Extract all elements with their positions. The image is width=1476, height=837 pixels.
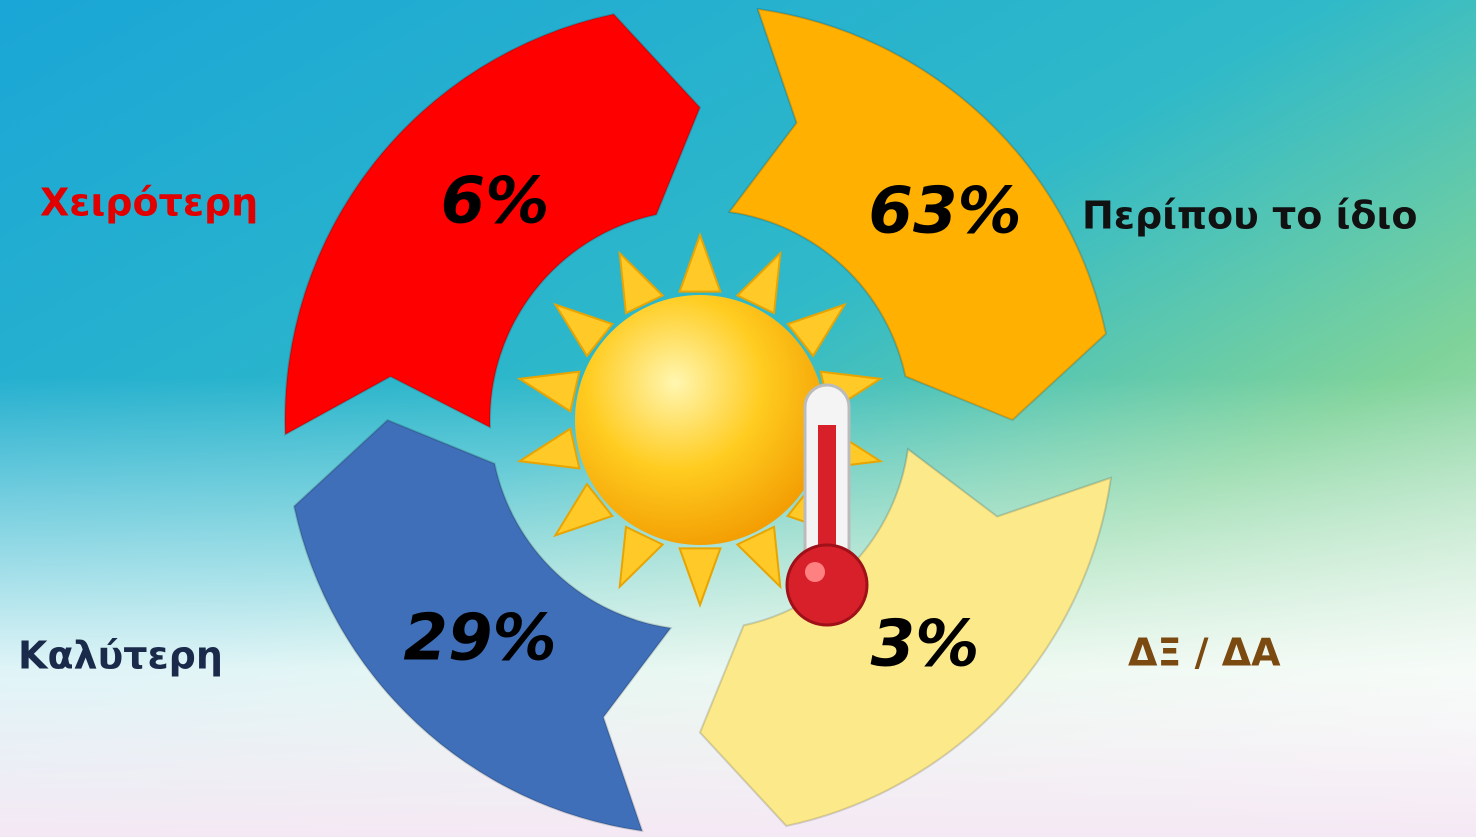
segment-value: 63% xyxy=(868,175,1021,249)
segment-label: ΔΞ / ΔΑ xyxy=(1128,631,1281,675)
segment-arrow xyxy=(698,447,1113,828)
segment-label: Χειρότερη xyxy=(40,181,258,225)
sun-ray xyxy=(553,302,614,358)
segment-label: Περίπου το ίδιο xyxy=(1082,194,1417,238)
sun-ray xyxy=(618,525,665,590)
thermometer xyxy=(785,383,869,627)
sun xyxy=(575,295,825,545)
segment-arrow xyxy=(727,7,1108,422)
sun-ray xyxy=(516,427,581,470)
sun-ray xyxy=(735,525,782,590)
sun-ray xyxy=(553,482,614,538)
segment-value: 3% xyxy=(871,608,980,682)
segment-arrow xyxy=(292,418,673,833)
sun-ray xyxy=(678,547,722,608)
segment-value: 6% xyxy=(441,165,550,239)
sun-ray xyxy=(735,250,782,315)
segment-arrow xyxy=(284,12,702,437)
sun-ray xyxy=(678,232,722,293)
segment-value: 29% xyxy=(403,602,556,676)
sun-ray xyxy=(786,302,847,358)
segment-label: Καλύτερη xyxy=(18,634,223,678)
sun-ray xyxy=(516,370,581,413)
sun-ray xyxy=(618,250,665,315)
